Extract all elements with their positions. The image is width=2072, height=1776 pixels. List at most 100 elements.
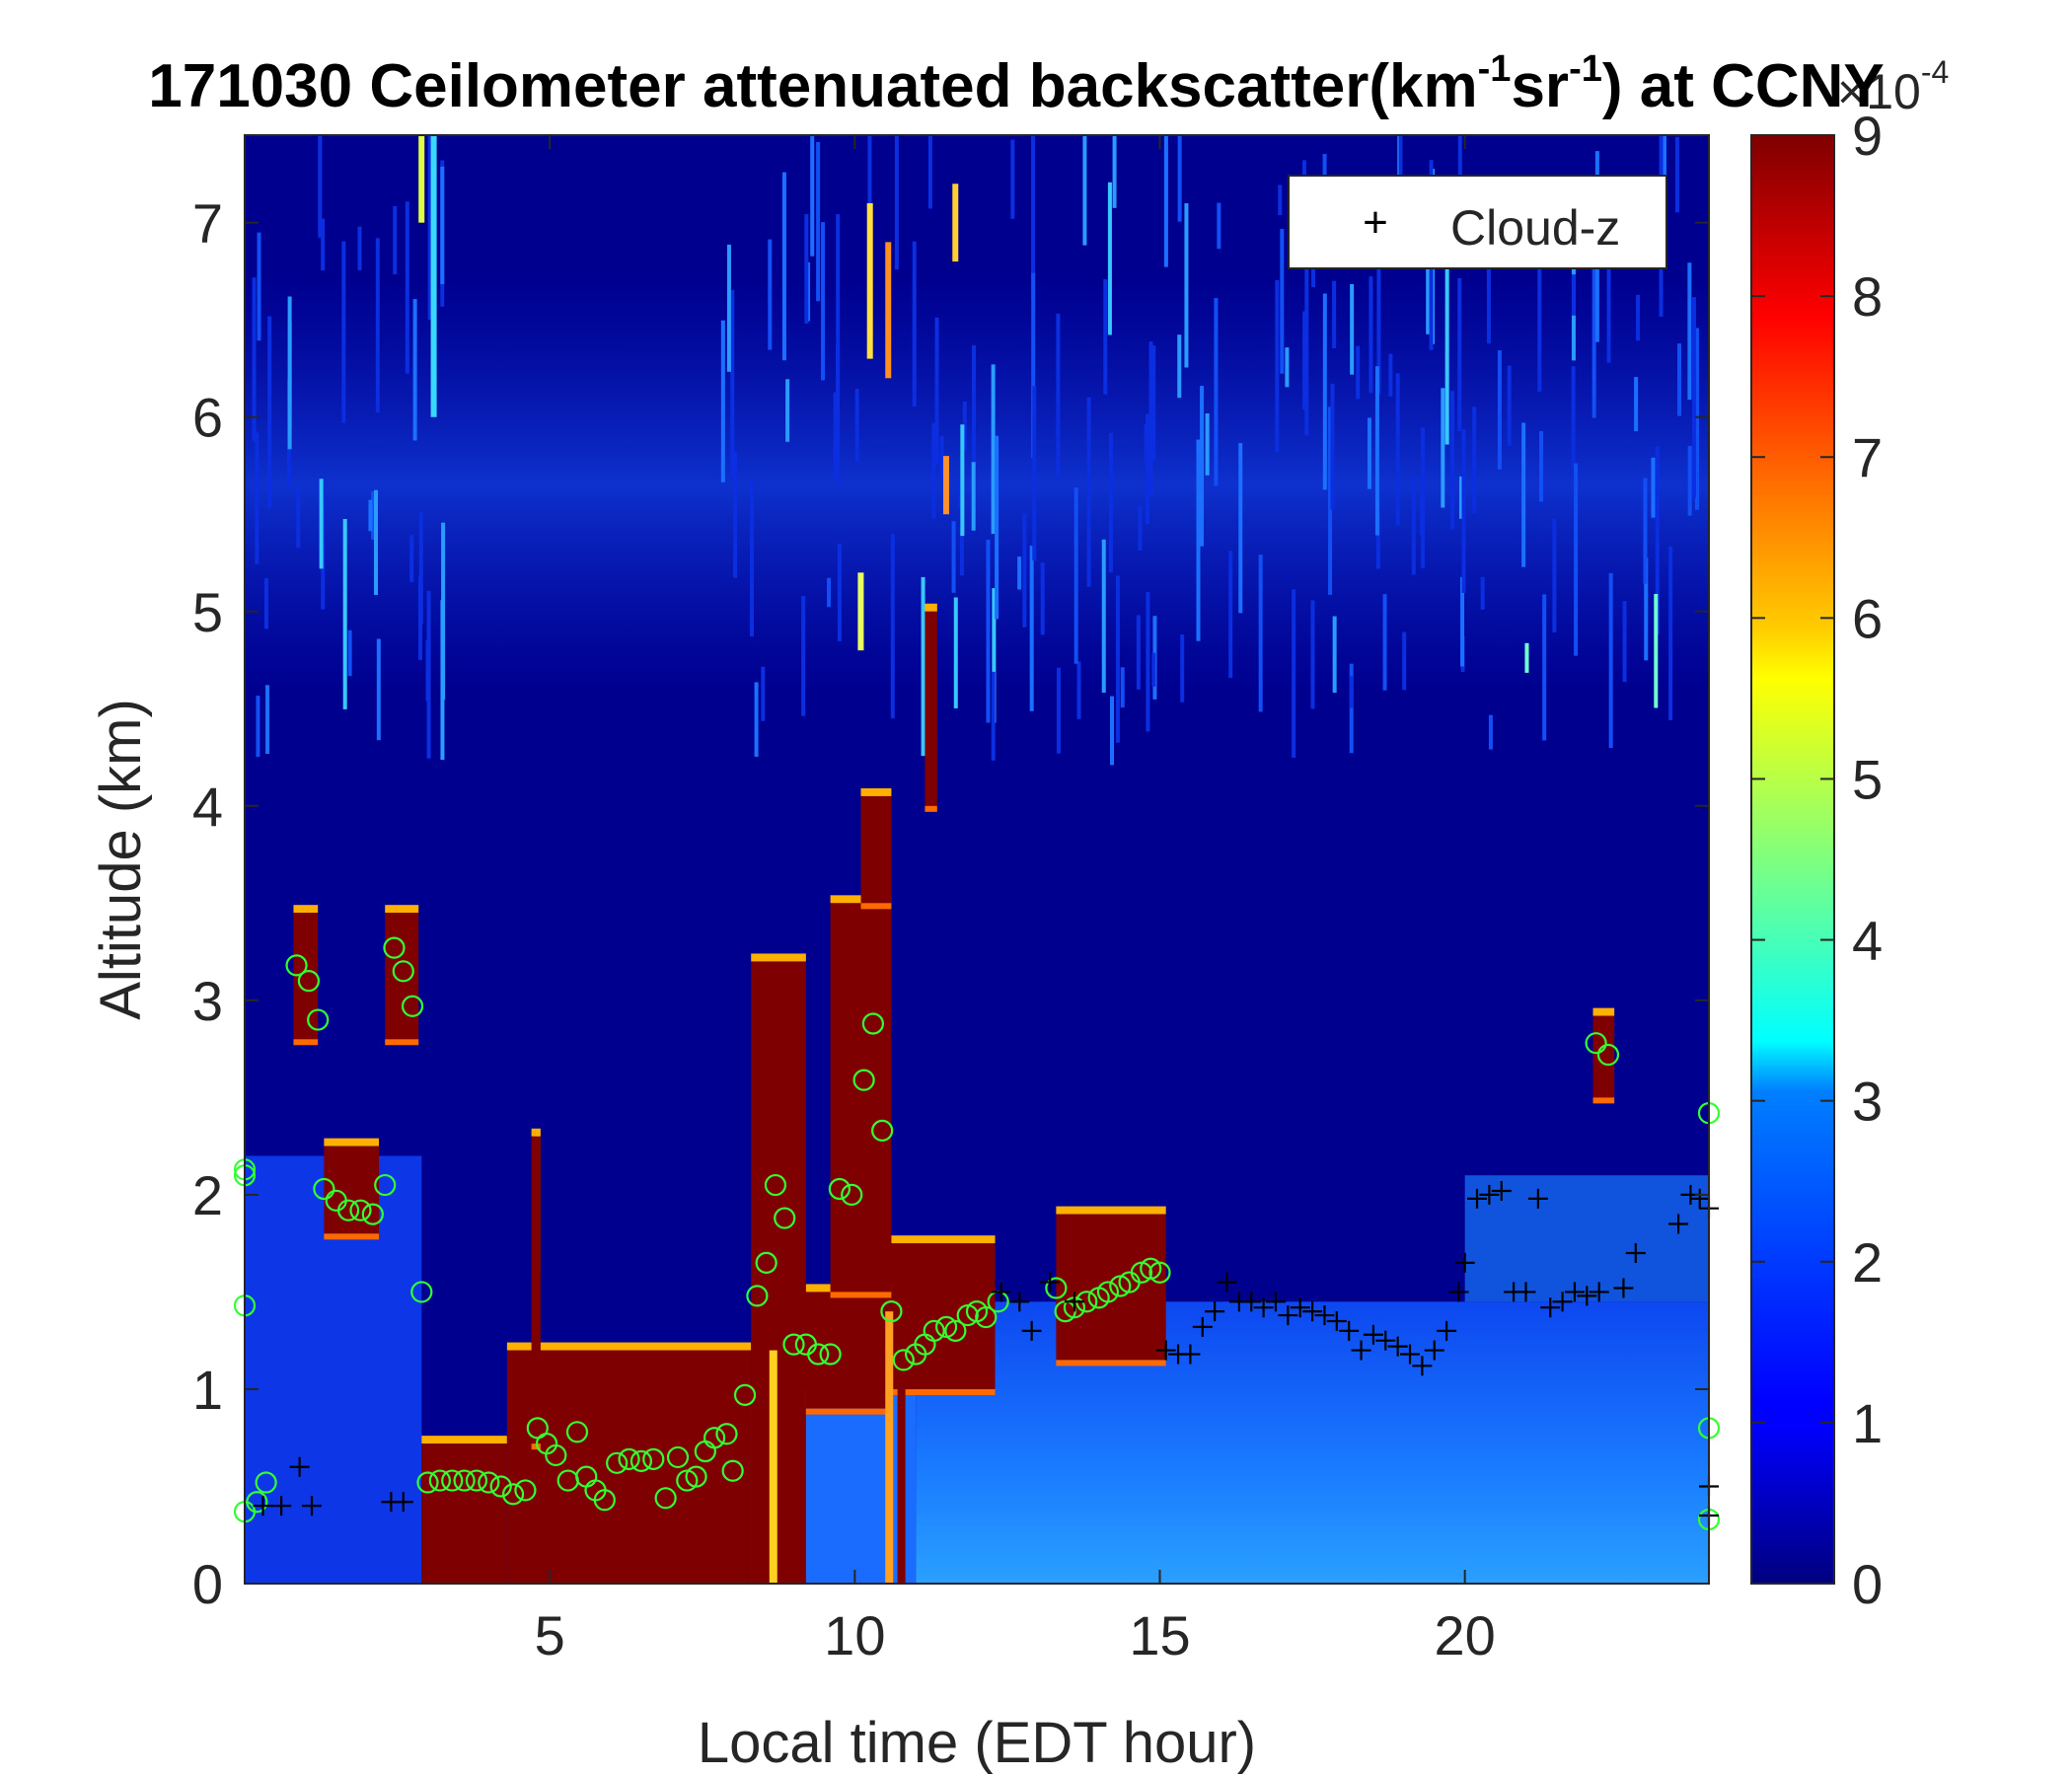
- backscatter-streak: [287, 296, 292, 450]
- backscatter-streak: [1488, 714, 1493, 750]
- aerosol-layer-marker: [1596, 1043, 1620, 1067]
- backscatter-streak: [957, 479, 962, 509]
- backscatter-streak: [1367, 417, 1371, 489]
- backscatter-streak: [833, 392, 838, 480]
- backscatter-streak: [801, 596, 806, 716]
- aerosol-layer-marker: [654, 1487, 677, 1510]
- backscatter-streak: [1029, 546, 1034, 711]
- backscatter-streak: [1184, 203, 1189, 368]
- backscatter-streak: [836, 214, 841, 397]
- aerosol-layer-marker: [416, 1471, 439, 1494]
- backscatter-streak: [1687, 445, 1692, 516]
- backscatter-streak: [1214, 298, 1219, 486]
- aerosol-layer-marker: [880, 1300, 903, 1323]
- cloud-z-marker: [1448, 1282, 1469, 1302]
- cloud-z-marker: [1217, 1272, 1237, 1293]
- aerosol-layer-marker: [307, 1008, 330, 1031]
- aerosol-layer-marker: [892, 1349, 915, 1371]
- colorbar-tick-label: 2: [1852, 1231, 1883, 1294]
- backscatter-streak: [1636, 294, 1641, 341]
- backscatter-streak: [1180, 634, 1185, 703]
- cloud-z-marker: [1424, 1340, 1444, 1361]
- backscatter-streak: [931, 422, 936, 519]
- backscatter-streak: [412, 299, 417, 441]
- colorbar-tick-label: 1: [1852, 1392, 1883, 1454]
- backscatter-streak: [972, 344, 977, 468]
- aerosol-layer-marker: [374, 1173, 397, 1197]
- backscatter-streak: [992, 588, 997, 723]
- backscatter-streak: [1163, 135, 1168, 267]
- backscatter-streak: [1146, 592, 1150, 732]
- backscatter-streak: [1634, 377, 1639, 432]
- backscatter-streak: [768, 239, 773, 350]
- backscatter-streak: [1040, 562, 1045, 635]
- aerosol-layer-marker: [629, 1449, 653, 1472]
- legend: + Cloud-z: [1288, 175, 1667, 269]
- backscatter-streak: [1138, 505, 1143, 551]
- backscatter-streak: [1073, 487, 1078, 664]
- backscatter-streak: [951, 521, 956, 593]
- backscatter-streak: [1108, 432, 1113, 573]
- layer-edge-top: [751, 953, 806, 962]
- backscatter-streak: [1608, 572, 1613, 749]
- backscatter-streak: [405, 201, 409, 374]
- backscatter-streak: [321, 218, 326, 271]
- saturated-layer: [506, 1350, 752, 1584]
- y-axis-label: Altitude (km): [89, 699, 153, 1020]
- backscatter-streak: [1457, 135, 1462, 212]
- legend-marker: +: [1363, 198, 1388, 247]
- bright-streak: [430, 135, 437, 417]
- backscatter-streak: [1280, 229, 1285, 374]
- y-tick-label: 0: [192, 1553, 223, 1615]
- colorbar-tick-label: 9: [1852, 105, 1883, 167]
- saturated-layer: [925, 611, 937, 806]
- bright-streak: [418, 135, 425, 223]
- backscatter-streak: [267, 316, 272, 508]
- backscatter-streak: [837, 544, 842, 641]
- aerosol-layer-marker: [246, 1491, 268, 1514]
- backscatter-streak: [750, 479, 755, 636]
- aerosol-layer-marker: [1585, 1032, 1607, 1055]
- backscatter-streak: [341, 241, 346, 423]
- aerosol-layer-marker: [666, 1445, 690, 1469]
- cloud-z-marker: [1314, 1305, 1335, 1326]
- backscatter-streak: [376, 638, 381, 741]
- backscatter-streak: [1606, 221, 1611, 363]
- backscatter-streak: [1524, 642, 1529, 673]
- aerosol-layer-marker: [361, 1203, 384, 1225]
- backscatter-streak: [785, 379, 790, 442]
- backscatter-streak: [821, 222, 826, 381]
- aerosol-layer-marker: [410, 1281, 433, 1303]
- backscatter-streak: [810, 135, 815, 257]
- backscatter-streak: [1285, 347, 1290, 388]
- backscatter-streak: [781, 172, 786, 361]
- backscatter-streak: [1275, 279, 1280, 453]
- cloud-z-marker: [1265, 1292, 1286, 1312]
- backscatter-streak: [1177, 135, 1182, 222]
- colorbar-tick-label: 0: [1852, 1553, 1883, 1615]
- layer-edge-bottom: [324, 1233, 380, 1240]
- title-part-2: sr: [1511, 52, 1569, 120]
- chart-title: 171030 Ceilometer attenuated backscatter…: [148, 48, 1885, 120]
- layer-edge-bottom: [891, 1388, 996, 1395]
- backscatter-streak: [1032, 386, 1037, 561]
- backscatter-streak: [934, 317, 939, 466]
- colorbar: 0 1 2 3 4 5 6 7 8 9 ×10-4: [1750, 54, 1949, 1615]
- cloud-z-marker: [1527, 1188, 1548, 1209]
- boundary-layer-haze-upper: [1464, 1175, 1709, 1302]
- backscatter-streak: [1177, 334, 1182, 399]
- title-sup-1: -1: [1478, 48, 1512, 90]
- aerosol-layer-marker: [923, 1319, 945, 1342]
- cloud-z-marker: [1552, 1292, 1573, 1312]
- backscatter-streak: [1457, 278, 1462, 432]
- aerosol-layer-marker: [593, 1489, 616, 1512]
- aerosol-layer-marker: [1096, 1281, 1120, 1303]
- aerosol-layer-marker: [774, 1207, 796, 1229]
- cloud-z-marker: [1064, 1292, 1084, 1312]
- aerosol-layer-marker: [828, 1177, 851, 1201]
- backscatter-streak: [1120, 667, 1125, 708]
- saturated-layer: [830, 903, 892, 1293]
- backscatter-streak: [1148, 341, 1153, 497]
- aerosol-layer-marker: [441, 1469, 464, 1492]
